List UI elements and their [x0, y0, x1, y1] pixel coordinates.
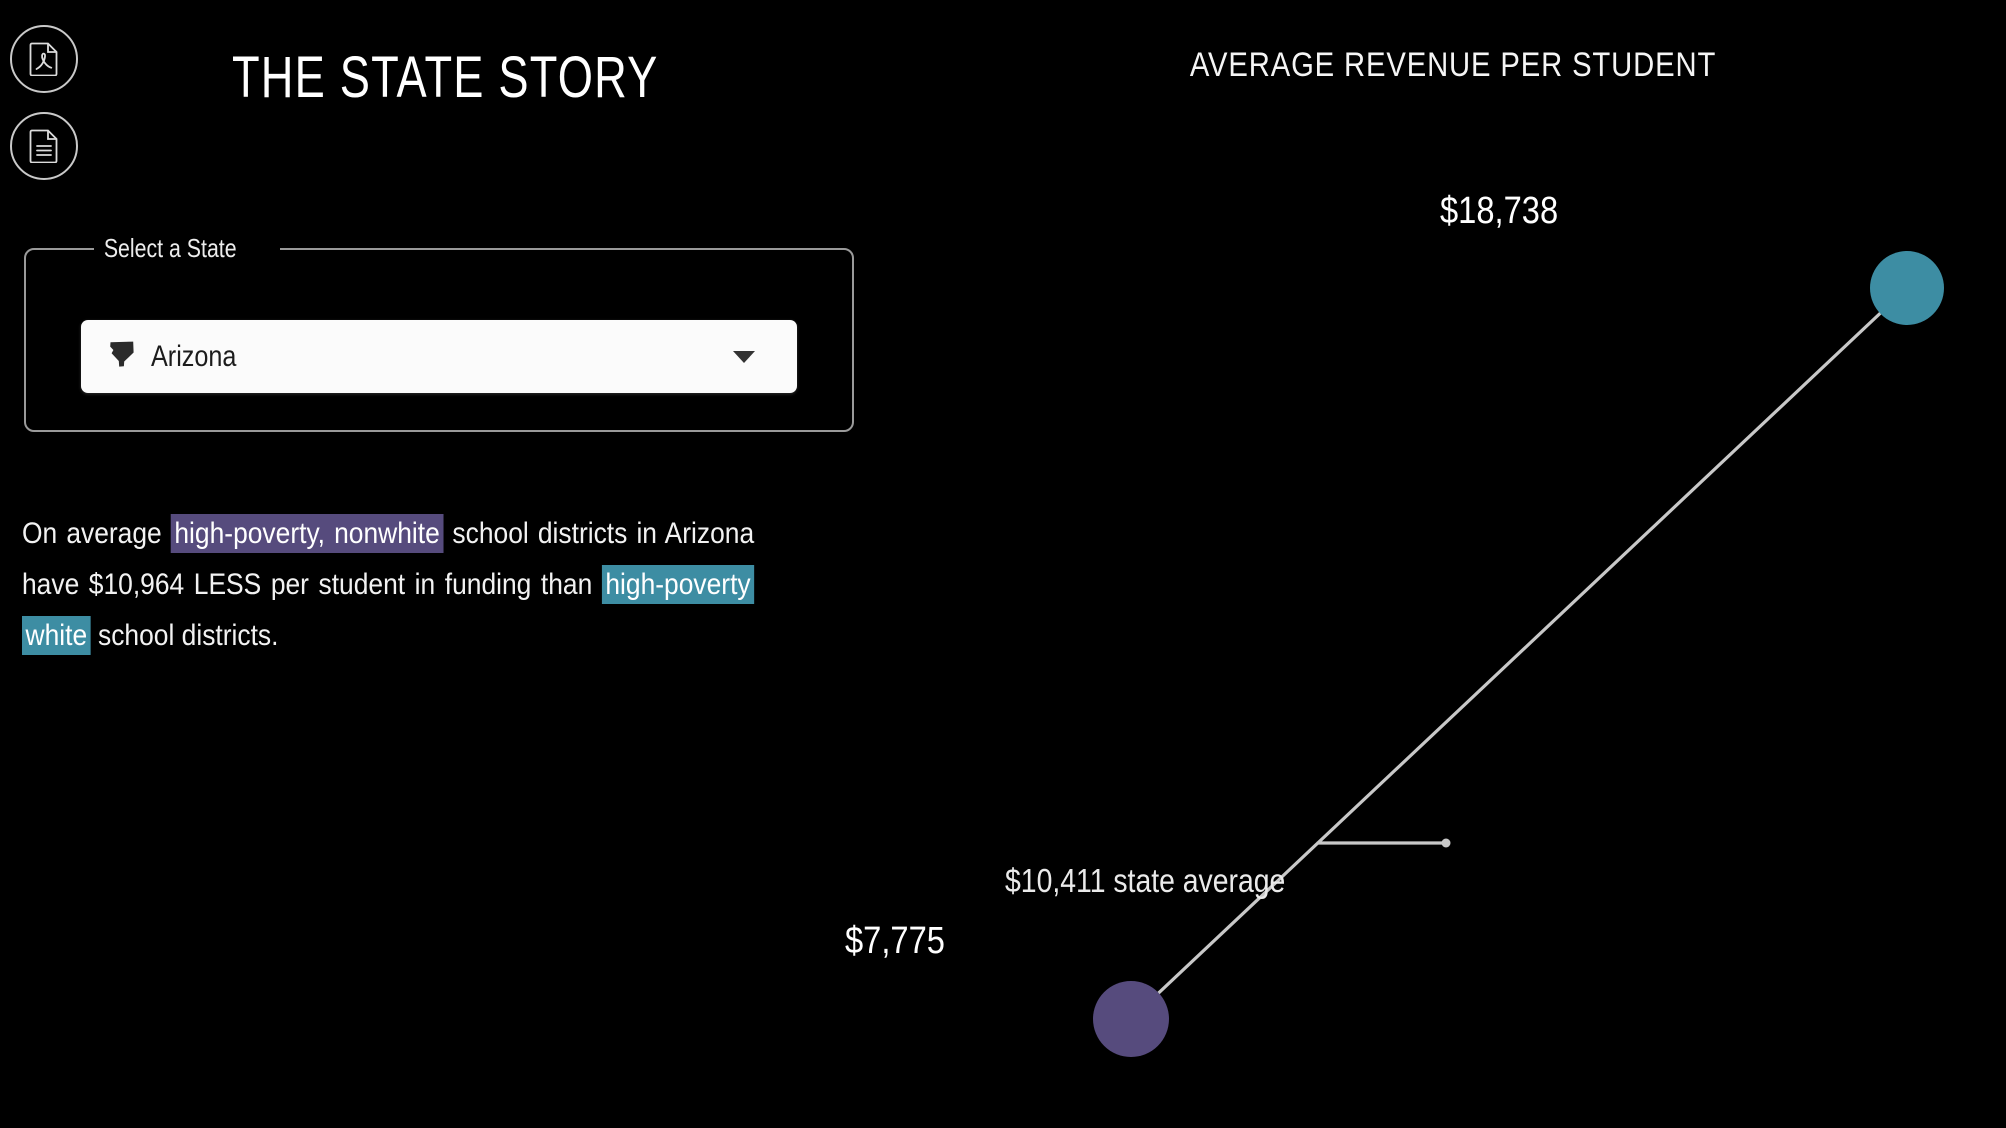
document-file-icon	[29, 129, 59, 163]
document-export-button[interactable]	[10, 112, 78, 180]
narrative-highlight-nonwhite: high-poverty, nonwhite	[170, 514, 444, 553]
narrative-paragraph: On average high-poverty, nonwhite school…	[22, 508, 755, 661]
revenue-slope-chart	[1093, 251, 1944, 1057]
pdf-file-icon	[29, 42, 59, 76]
narrative-part-1: On average	[22, 517, 171, 550]
point-label-low: $7,775	[845, 920, 945, 962]
point-label-high: $18,738	[1440, 190, 1559, 232]
chevron-down-icon[interactable]	[733, 350, 755, 363]
state-select[interactable]: Arizona	[81, 320, 797, 393]
point-high-poverty-white[interactable]	[1870, 251, 1944, 325]
chart-panel: AVERAGE REVENUE PER STUDENT $18,738 $7,7…	[845, 0, 2006, 1128]
state-selector-group: Select a State Arizona	[24, 233, 854, 432]
state-average-label: $10,411 state average	[1005, 862, 1286, 899]
state-select-value: Arizona	[151, 339, 237, 373]
point-high-poverty-nonwhite[interactable]	[1093, 981, 1169, 1057]
left-panel: THE STATE STORY Select a State Arizona O…	[0, 0, 900, 1128]
pdf-export-button[interactable]	[10, 25, 78, 93]
state-average-endpoint-dot	[1441, 838, 1451, 848]
connector-line	[1129, 286, 1909, 1021]
page-title: THE STATE STORY	[232, 45, 659, 110]
state-selector-legend: Select a State	[103, 233, 237, 263]
narrative-part-3: school districts.	[90, 619, 279, 652]
arizona-state-shape-icon	[109, 340, 135, 373]
narrative-part-2: school districts in Arizona have $10,964…	[22, 517, 755, 601]
chart-title: AVERAGE REVENUE PER STUDENT	[1189, 46, 1717, 84]
